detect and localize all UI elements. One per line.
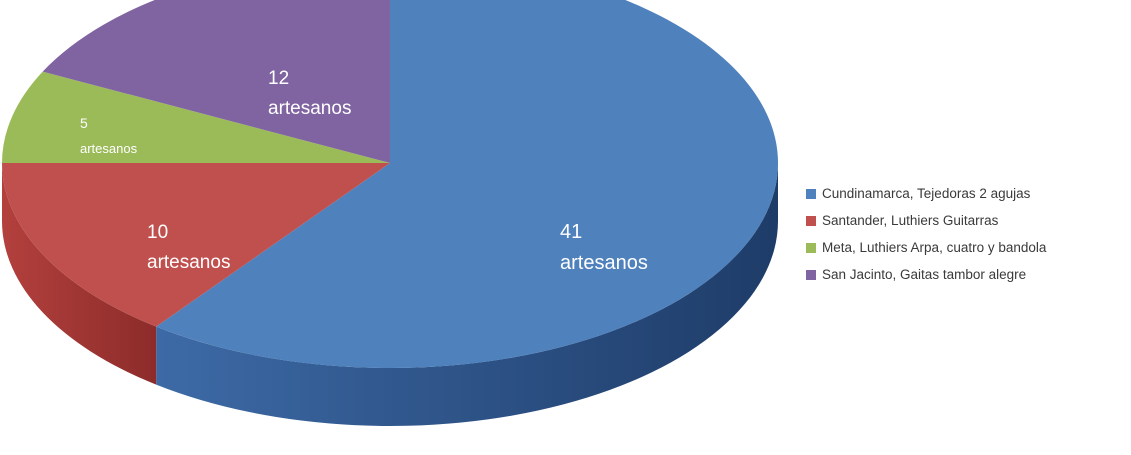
legend-swatch	[806, 242, 816, 253]
legend-swatch	[806, 215, 816, 226]
data-label-unit: artesanos	[268, 98, 351, 119]
legend-swatch	[806, 269, 816, 280]
legend-label: Meta, Luthiers Arpa, cuatro y bandola	[822, 240, 1047, 255]
legend-label: Santander, Luthiers Guitarras	[822, 213, 999, 228]
data-label-unit: artesanos	[80, 141, 138, 156]
legend-item-meta: Meta, Luthiers Arpa, cuatro y bandola	[806, 234, 1046, 261]
pie-slice	[156, 0, 778, 368]
data-label-unit: artesanos	[147, 252, 230, 273]
data-label-value: 12	[268, 68, 289, 89]
legend-item-santander: Santander, Luthiers Guitarras	[806, 207, 1046, 234]
legend-swatch	[806, 188, 816, 199]
pie-slice	[42, 0, 390, 163]
pie-slice	[2, 163, 390, 327]
legend-item-san-jacinto: San Jacinto, Gaitas tambor alegre	[806, 261, 1046, 288]
legend-item-cundinamarca: Cundinamarca, Tejedoras 2 agujas	[806, 180, 1046, 207]
pie-slice-side	[2, 163, 157, 385]
data-label-value: 5	[80, 115, 88, 131]
pie-slice-side	[156, 163, 778, 426]
legend-label: San Jacinto, Gaitas tambor alegre	[822, 267, 1027, 282]
data-label-value: 10	[147, 222, 168, 243]
data-label-unit: artesanos	[560, 252, 648, 274]
pie-slice	[2, 71, 390, 163]
legend-label: Cundinamarca, Tejedoras 2 agujas	[822, 186, 1031, 201]
chart-legend: Cundinamarca, Tejedoras 2 agujas Santand…	[806, 180, 1046, 288]
data-label-value: 41	[560, 221, 582, 243]
